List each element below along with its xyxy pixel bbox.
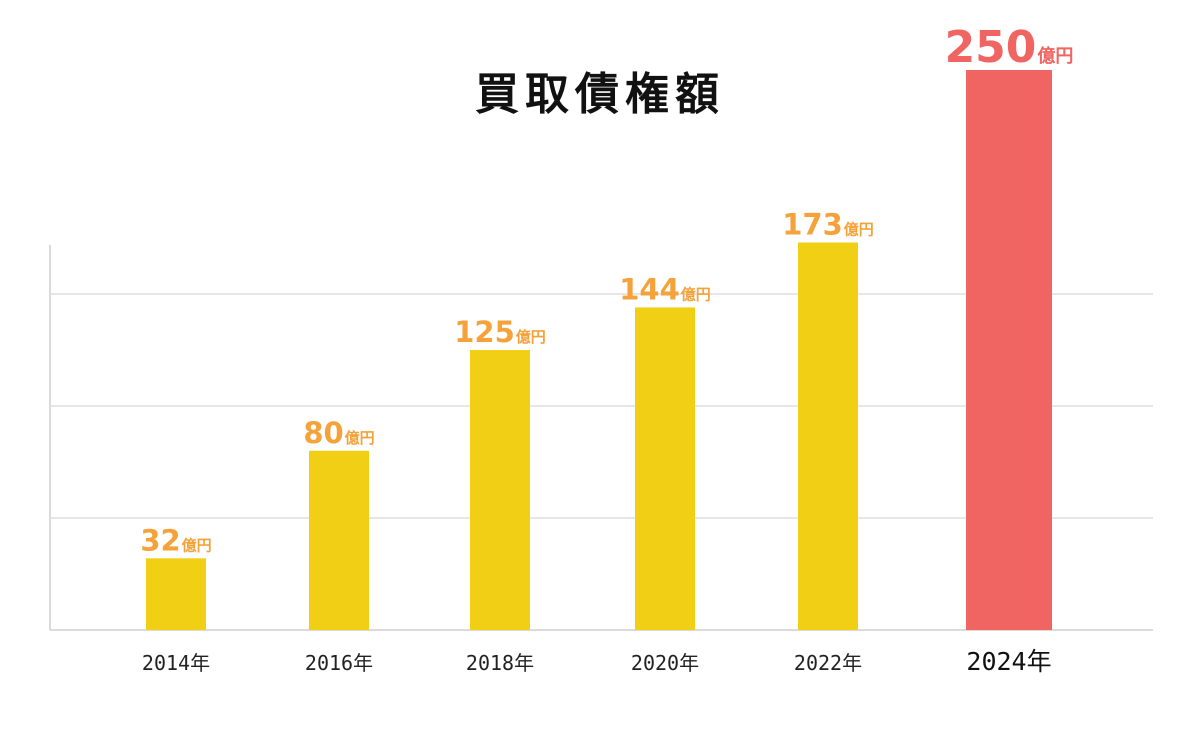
x-tick-label: 2016年 — [305, 651, 373, 675]
bar-value-label: 250億円 — [945, 22, 1074, 73]
bar-value-label: 32億円 — [140, 523, 211, 557]
x-tick-label: 2014年 — [142, 651, 210, 675]
bar-value-number: 125 — [454, 315, 515, 349]
x-tick-label: 2024年 — [966, 647, 1051, 676]
bar-value-number: 80 — [303, 416, 343, 450]
bar-value-unit: 億円 — [182, 536, 212, 554]
bar — [470, 350, 530, 630]
bar-value-unit: 億円 — [844, 220, 874, 238]
bar-value-number: 250 — [945, 22, 1037, 73]
bar — [635, 307, 695, 630]
bar-value-unit: 億円 — [345, 429, 375, 447]
bar-value-number: 173 — [782, 207, 843, 241]
bar-value-label: 80億円 — [303, 416, 374, 450]
bar-value-number: 32 — [140, 523, 180, 557]
bar — [309, 450, 369, 630]
bar-value-unit: 億円 — [681, 285, 711, 303]
x-tick-label: 2020年 — [631, 651, 699, 675]
bar-value-number: 144 — [619, 272, 680, 306]
x-axis-ticks: 2014年 2016年 2018年 2020年 2022年 2024年 — [142, 647, 1052, 676]
bar-value-unit: 億円 — [1037, 45, 1073, 67]
bar-value-label: 173億円 — [782, 207, 874, 241]
bar — [146, 558, 206, 630]
bar-value-unit: 億円 — [516, 328, 546, 346]
bar-value-label: 125億円 — [454, 315, 546, 349]
x-tick-label: 2022年 — [794, 651, 862, 675]
bar — [798, 242, 858, 631]
bar-value-label: 144億円 — [619, 272, 711, 306]
x-tick-label: 2018年 — [466, 651, 534, 675]
bars — [146, 70, 1052, 631]
bar — [966, 70, 1052, 630]
chart-title: 買取債権額 — [475, 69, 725, 120]
